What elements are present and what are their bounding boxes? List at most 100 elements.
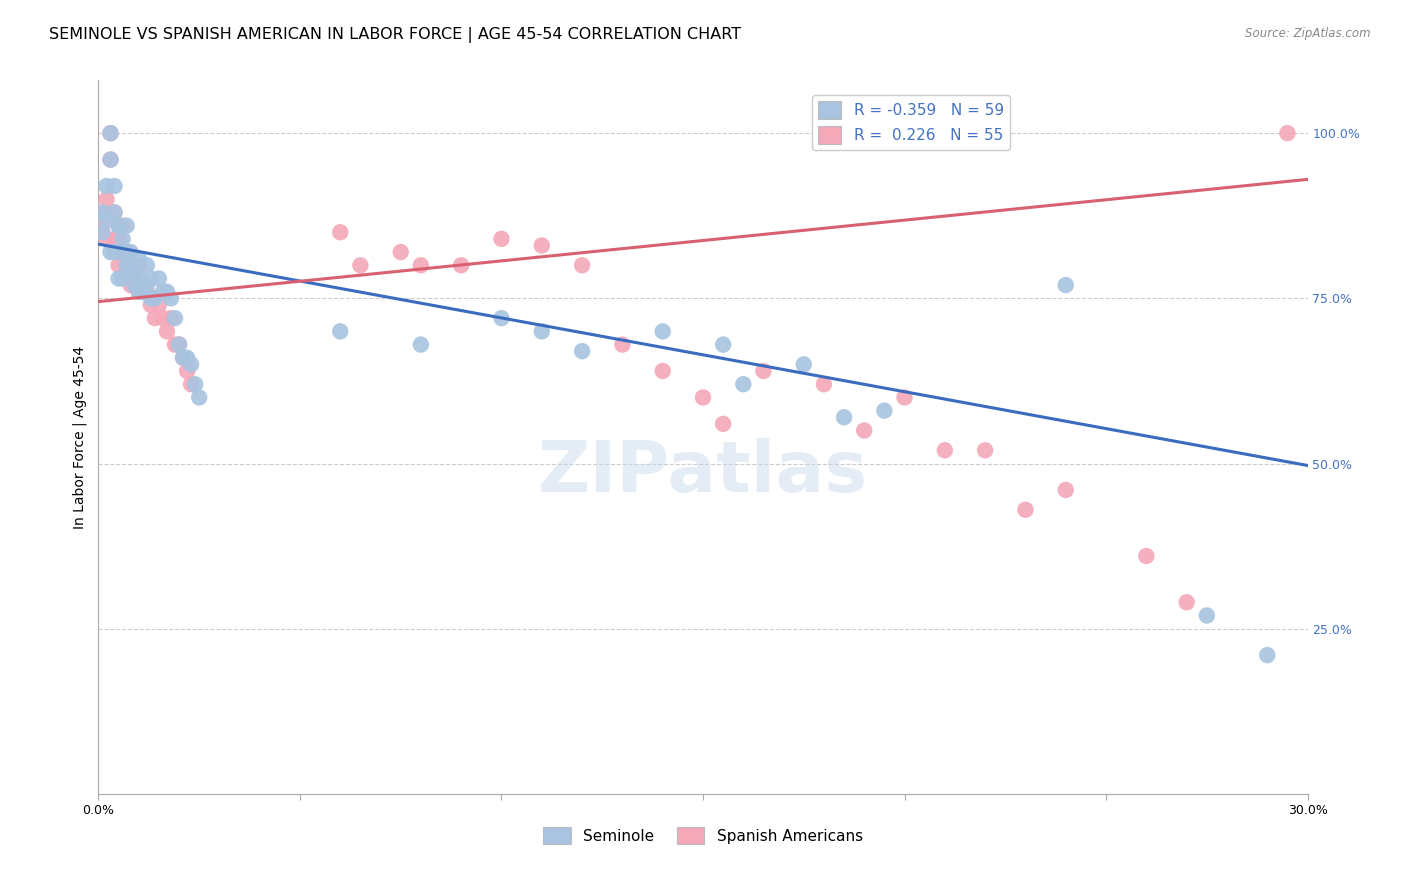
Point <box>139 298 162 312</box>
Point <box>651 324 673 338</box>
Point <box>692 391 714 405</box>
Point <box>124 278 146 293</box>
Point <box>409 258 432 272</box>
Point <box>180 377 202 392</box>
Point <box>329 324 352 338</box>
Point <box>128 258 150 272</box>
Point <box>1277 126 1299 140</box>
Point <box>752 364 775 378</box>
Point <box>1195 608 1218 623</box>
Point <box>103 232 125 246</box>
Point <box>120 245 142 260</box>
Point <box>974 443 997 458</box>
Point <box>167 337 190 351</box>
Point <box>124 265 146 279</box>
Point <box>103 205 125 219</box>
Point <box>91 225 114 239</box>
Point <box>1054 483 1077 497</box>
Text: SEMINOLE VS SPANISH AMERICAN IN LABOR FORCE | AGE 45-54 CORRELATION CHART: SEMINOLE VS SPANISH AMERICAN IN LABOR FO… <box>49 27 741 43</box>
Point <box>139 291 162 305</box>
Point <box>711 337 734 351</box>
Point <box>111 245 134 260</box>
Point <box>172 351 194 365</box>
Point <box>139 271 162 285</box>
Point <box>409 337 432 351</box>
Point <box>733 377 755 392</box>
Point <box>135 285 157 299</box>
Point <box>172 351 194 365</box>
Point <box>91 205 114 219</box>
Point <box>349 258 371 272</box>
Point <box>120 278 142 293</box>
Point <box>132 285 155 299</box>
Point <box>115 245 138 260</box>
Text: ZIPatlas: ZIPatlas <box>538 438 868 508</box>
Point <box>128 285 150 299</box>
Point <box>96 179 118 194</box>
Point <box>1054 278 1077 293</box>
Point <box>160 291 183 305</box>
Point <box>132 285 155 299</box>
Point <box>128 285 150 299</box>
Point <box>124 271 146 285</box>
Point <box>111 271 134 285</box>
Point <box>107 258 129 272</box>
Point <box>135 278 157 293</box>
Point <box>120 258 142 272</box>
Point <box>156 324 179 338</box>
Point <box>91 219 114 233</box>
Point <box>103 245 125 260</box>
Point <box>96 192 118 206</box>
Point <box>128 271 150 285</box>
Point <box>389 245 412 260</box>
Point <box>107 219 129 233</box>
Point <box>156 285 179 299</box>
Point <box>184 377 207 392</box>
Legend: Seminole, Spanish Americans: Seminole, Spanish Americans <box>537 821 869 850</box>
Point <box>91 205 114 219</box>
Point <box>143 311 166 326</box>
Point <box>103 179 125 194</box>
Point <box>96 232 118 246</box>
Point <box>180 358 202 372</box>
Point <box>100 153 122 167</box>
Point <box>571 344 593 359</box>
Point <box>148 271 170 285</box>
Point <box>813 377 835 392</box>
Point <box>176 364 198 378</box>
Y-axis label: In Labor Force | Age 45-54: In Labor Force | Age 45-54 <box>73 345 87 529</box>
Point <box>115 245 138 260</box>
Point <box>107 245 129 260</box>
Point <box>1175 595 1198 609</box>
Point <box>152 285 174 299</box>
Point <box>491 232 513 246</box>
Point <box>115 258 138 272</box>
Point <box>651 364 673 378</box>
Point <box>934 443 956 458</box>
Point <box>450 258 472 272</box>
Point <box>111 232 134 246</box>
Text: Source: ZipAtlas.com: Source: ZipAtlas.com <box>1246 27 1371 40</box>
Point <box>100 126 122 140</box>
Point <box>188 391 211 405</box>
Point <box>152 311 174 326</box>
Point <box>107 232 129 246</box>
Point <box>530 324 553 338</box>
Point <box>111 219 134 233</box>
Point <box>111 245 134 260</box>
Point <box>793 358 815 372</box>
Point <box>120 265 142 279</box>
Point <box>115 258 138 272</box>
Point <box>1014 502 1036 516</box>
Point <box>873 403 896 417</box>
Point <box>530 238 553 252</box>
Point <box>832 410 855 425</box>
Point <box>1135 549 1157 563</box>
Point <box>107 219 129 233</box>
Point <box>167 337 190 351</box>
Point <box>100 153 122 167</box>
Point <box>853 424 876 438</box>
Point <box>163 311 186 326</box>
Point <box>1256 648 1278 662</box>
Point <box>103 205 125 219</box>
